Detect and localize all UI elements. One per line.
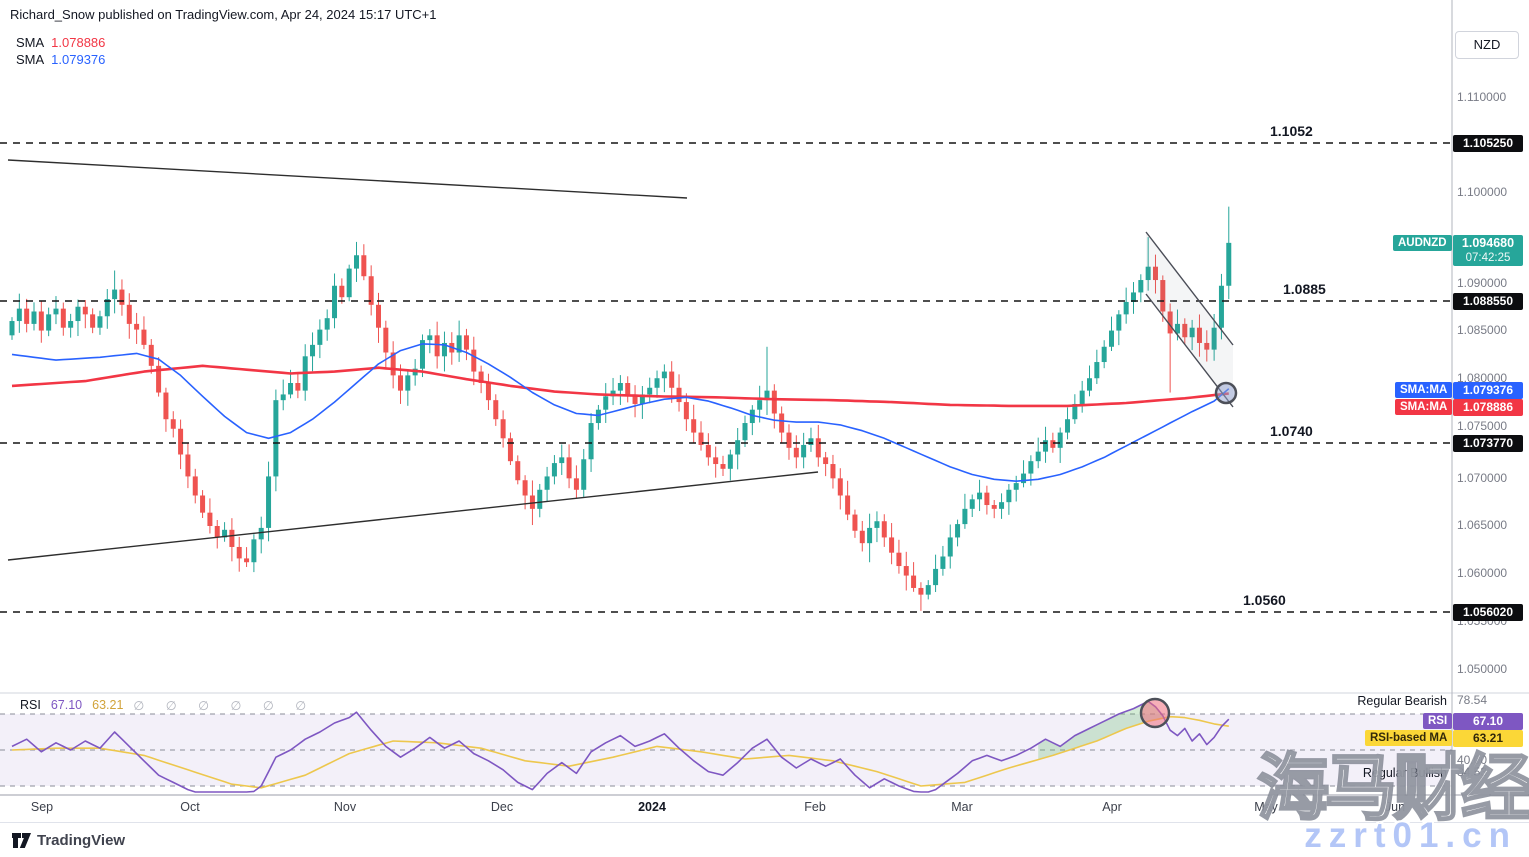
sma-cross-circle[interactable] — [1214, 381, 1238, 405]
sma-red-line — [11, 364, 1229, 408]
indicator-label-badge: RSI-based MA — [1365, 730, 1453, 746]
axis-value-badge: 1.105250 — [1453, 135, 1523, 152]
time-axis-label[interactable]: Apr — [1102, 800, 1122, 814]
axis-tick: 1.100000 — [1457, 185, 1508, 199]
axis-tick: 1.110000 — [1457, 90, 1507, 104]
quote-currency-button[interactable]: NZD — [1455, 31, 1519, 59]
axis-tick: 34.53 — [1457, 765, 1488, 779]
axis-tick: 78.54 — [1457, 693, 1488, 707]
sma1-label: SMA — [16, 35, 45, 50]
watermark-url: zzrt01.cn — [1304, 816, 1517, 855]
channel-upper[interactable] — [1145, 231, 1234, 346]
axis-tick: 1.075000 — [1457, 419, 1508, 433]
axis-value-badge: 1.073770 — [1453, 435, 1523, 452]
axis-tick: 1.050000 — [1457, 662, 1508, 676]
trendline[interactable] — [7, 159, 688, 199]
divergence-label: Regular Bearish — [1357, 694, 1447, 708]
indicator-label-badge: SMA:MA — [1395, 382, 1453, 398]
indicator-label-badge: AUDNZD — [1393, 235, 1452, 251]
axis-tick: 1.090000 — [1457, 276, 1508, 290]
time-axis-label[interactable]: Sep — [30, 800, 54, 814]
axis-value-badge: 63.21 — [1453, 730, 1523, 747]
watermark-chinese: 海马财经 — [1256, 746, 1529, 830]
rsi-null-values: ∅ ∅ ∅ ∅ ∅ ∅ — [133, 699, 316, 713]
last-price-value: 1.094680 — [1461, 236, 1515, 250]
axis-tick: 1.070000 — [1457, 471, 1508, 485]
indicator-label-badge: SMA:MA — [1395, 399, 1453, 415]
rsi-divergence-fill — [1038, 701, 1163, 760]
level-label: 1.1052 — [1270, 123, 1313, 139]
trendline[interactable] — [7, 471, 819, 561]
sma2-label: SMA — [16, 52, 45, 67]
rsi-line — [11, 700, 1230, 793]
rsi-cross-circle[interactable] — [1139, 697, 1171, 729]
sma1-value: 1.078886 — [51, 35, 106, 50]
rsi-ma-line — [11, 715, 1229, 789]
rsi-label: RSI — [20, 698, 41, 712]
time-axis-label[interactable]: Oct — [180, 800, 200, 814]
time-axis-label[interactable]: Nov — [333, 800, 357, 814]
publish-byline: Richard_Snow published on TradingView.co… — [10, 7, 437, 22]
candles — [9, 206, 1232, 611]
rsi-value: 67.10 — [50, 698, 83, 712]
axis-tick: 40.00 — [1457, 753, 1488, 767]
axis-value-badge: 1.056020 — [1453, 604, 1523, 621]
sma-legend-row-2[interactable]: SMA 1.079376 — [16, 52, 105, 67]
sma-legend-row-1[interactable]: SMA 1.078886 — [16, 35, 105, 50]
bar-countdown: 07:42:25 — [1465, 252, 1511, 264]
time-axis-label[interactable]: Jun — [1384, 800, 1406, 814]
indicator-label-badge: RSI — [1423, 713, 1453, 729]
footer-bar: TradingView — [0, 822, 1529, 857]
tradingview-logo[interactable]: TradingView — [12, 832, 125, 849]
divergence-label: Regular Bullish — [1362, 766, 1447, 780]
rsi-legend-row[interactable]: RSI 67.10 63.21 ∅ ∅ ∅ ∅ ∅ ∅ — [20, 698, 315, 713]
time-axis-label[interactable]: Mar — [951, 800, 973, 814]
sma-blue-line — [11, 343, 1230, 483]
rsi-ma-value: 63.21 — [92, 698, 124, 712]
axis-value-badge: 1.079376 — [1453, 382, 1523, 399]
tradingview-logo-text: TradingView — [37, 832, 126, 849]
axis-tick: 1.080000 — [1457, 371, 1508, 385]
time-axis-label[interactable]: May — [1254, 800, 1278, 814]
axis-value-badge: 1.078886 — [1453, 399, 1523, 416]
last-price-badge: 1.094680 07:42:25 — [1453, 235, 1523, 266]
tradingview-logo-icon — [12, 833, 31, 848]
time-axis-label[interactable]: Feb — [804, 800, 826, 814]
axis-value-badge: 1.088550 — [1453, 293, 1523, 310]
axis-tick: 1.085000 — [1457, 323, 1508, 337]
level-label: 1.0885 — [1283, 281, 1326, 297]
time-axis-label[interactable]: Dec — [490, 800, 514, 814]
time-axis-label[interactable]: 2024 — [638, 800, 666, 814]
sma2-value: 1.079376 — [51, 52, 106, 67]
axis-value-badge: 67.10 — [1453, 713, 1523, 730]
level-label: 1.0740 — [1270, 423, 1313, 439]
axis-tick: 1.065000 — [1457, 518, 1508, 532]
level-label: 1.0560 — [1243, 592, 1286, 608]
channel-fill[interactable] — [1146, 232, 1233, 407]
axis-tick: 1.060000 — [1457, 566, 1508, 580]
